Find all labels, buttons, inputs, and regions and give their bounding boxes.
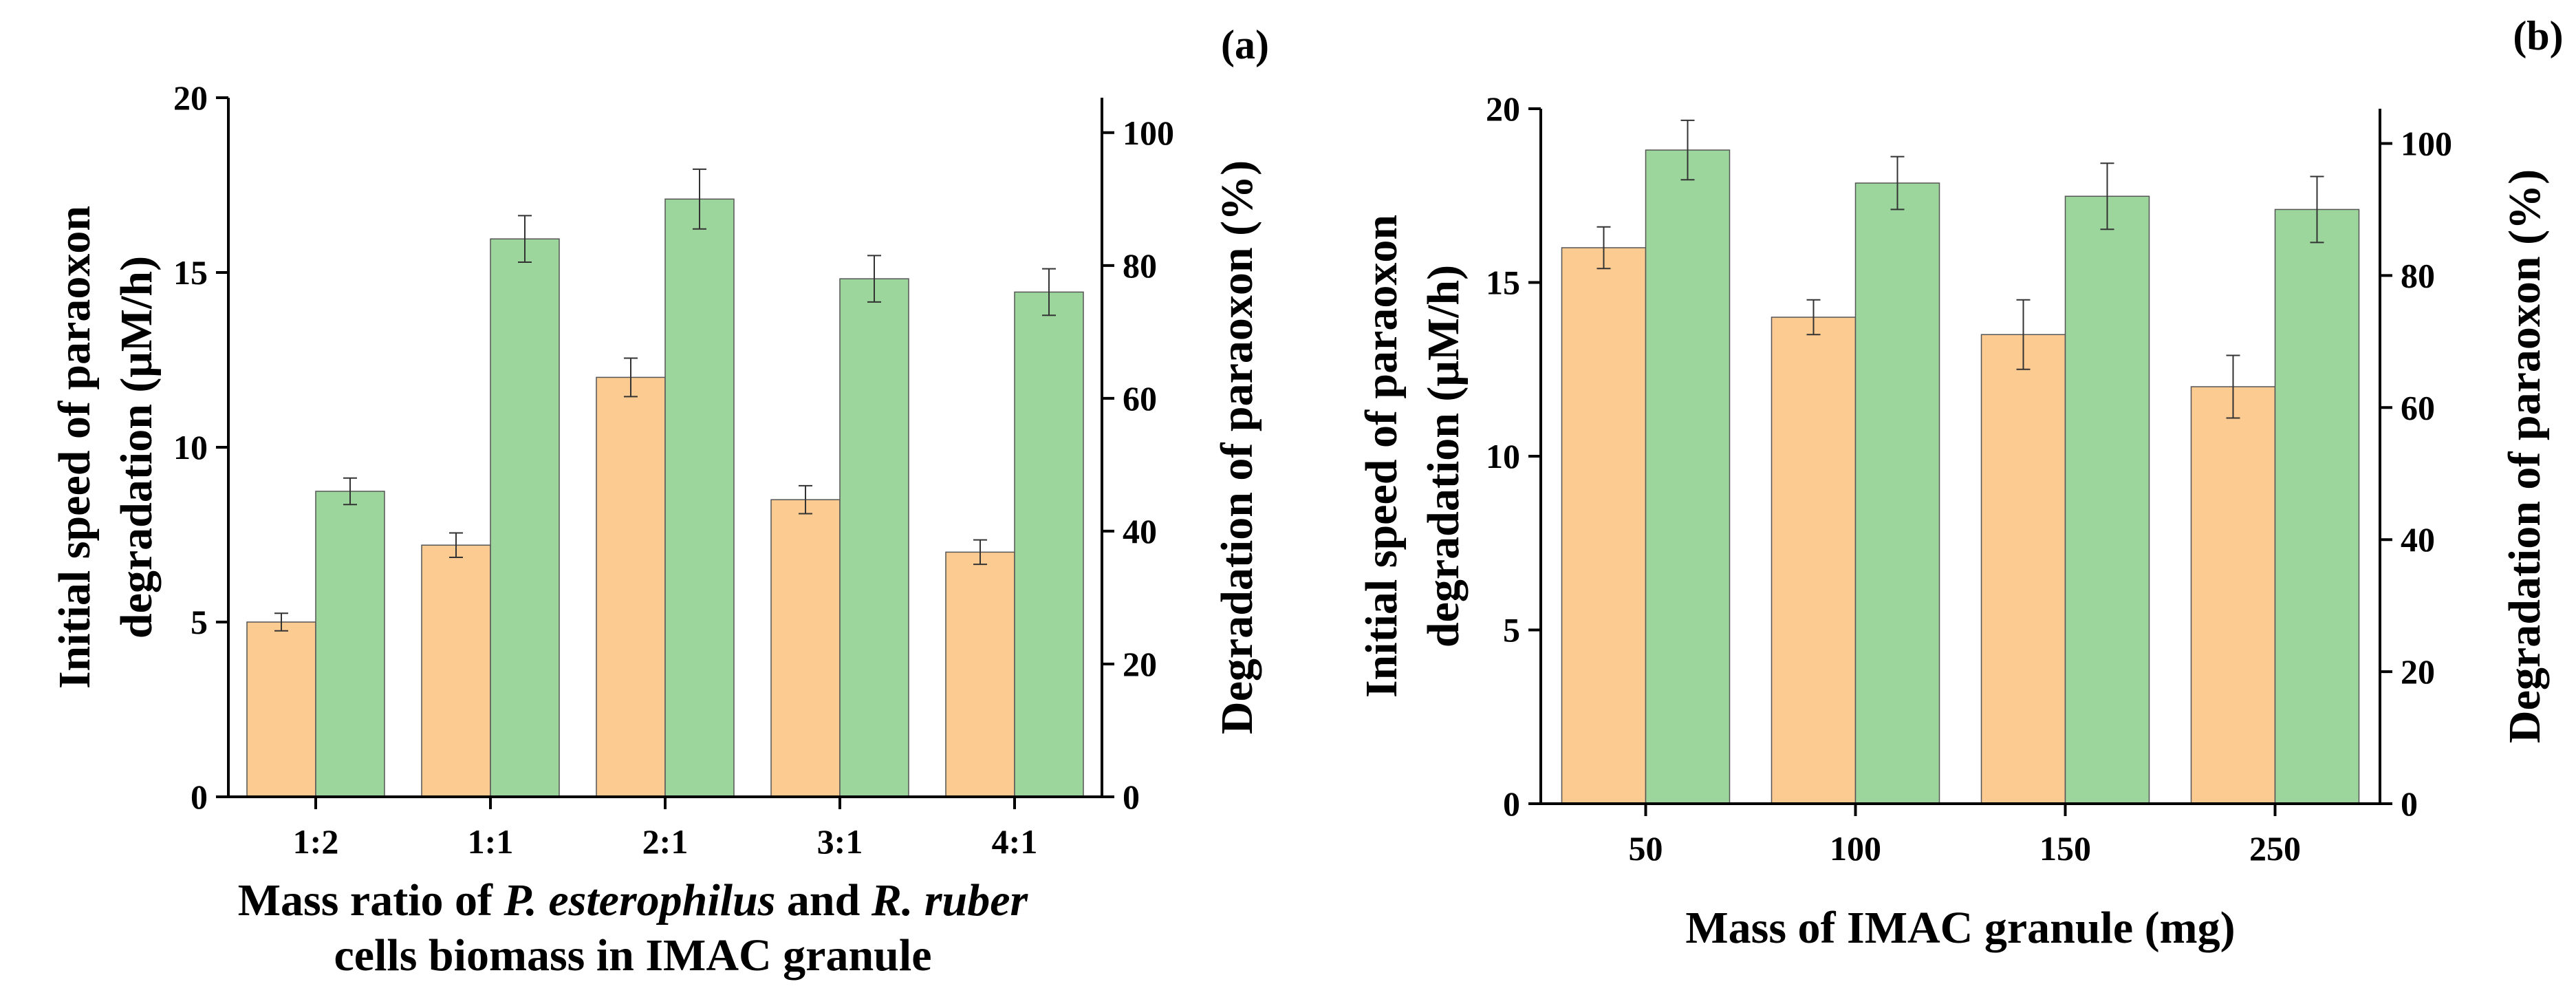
panel-b: 0 5 10 15 20 0 20 40 60 80 100 50 100 150 250 Initial s… [1356,13,2564,953]
left-y-axis-title-line2: degradation (μM/h) [1418,265,1469,648]
speed-bar-50 [1561,247,1647,804]
speed-bar-1:2 [246,621,316,798]
speed-error-bar-100 [1806,299,1821,336]
left-tick-label: 5 [1503,611,1520,650]
speed-bar-100 [1771,317,1857,804]
panel-label: (b) [2513,13,2563,58]
speed-bar-2:1 [596,376,666,798]
degradation-bar-250 [2274,208,2360,804]
x-tick-label-50: 50 [1629,829,1663,868]
degradation-error-bar-2:1 [693,168,706,230]
speed-error-bar-50 [1597,226,1611,270]
left-tick-label: 20 [173,78,208,117]
right-y-axis-title: Degradation of paraoxon (%) [1212,160,1262,734]
left-y-axis-title: Initial speed of paraoxon degradation (μM… [50,206,162,689]
x-tick-label-4:1: 4:1 [992,822,1038,861]
right-tick-label: 80 [1123,246,1157,285]
right-tick-label: 20 [2401,652,2435,691]
right-tick-label: 40 [1123,512,1157,550]
degradation-error-bar-250 [2310,175,2324,244]
left-y-axis-title: Initial speed of paraoxon degradation (μM… [1356,215,1469,698]
right-tick-label: 100 [2401,124,2452,162]
x-tick-label-100: 100 [1830,829,1881,868]
speed-error-bar-4:1 [973,539,987,566]
degradation-error-bar-1:2 [343,477,357,506]
speed-error-bar-1:2 [274,612,288,632]
right-tick-label: 80 [2401,256,2435,295]
left-tick-label: 15 [173,253,208,292]
x-axis-title-line2: cells biomass in IMAC granule [334,930,931,981]
left-tick-label: 5 [191,603,208,641]
degradation-error-bar-4:1 [1042,268,1056,317]
degradation-error-bar-50 [1680,119,1695,181]
left-tick-label: 15 [1486,264,1520,302]
x-tick-label-1:2: 1:2 [293,822,339,861]
left-y-axis-title-line2: degradation (μM/h) [111,256,162,639]
panel-label: (a) [1221,22,1269,67]
x-axis-title-segment: and [775,875,871,925]
left-tick-label: 0 [1503,784,1520,823]
degradation-bar-2:1 [664,198,735,798]
degradation-error-bar-3:1 [867,255,881,303]
speed-bar-250 [2190,386,2276,804]
x-axis-title-segment: Mass ratio of [238,875,504,925]
left-y-axis-title-line1: Initial speed of paraoxon [1356,215,1407,698]
right-tick-label: 20 [1123,645,1157,683]
right-tick-label: 60 [1123,379,1157,418]
right-tick-label: 0 [2401,784,2418,823]
speed-error-bar-250 [2226,354,2240,419]
x-tick-label-2:1: 2:1 [642,822,689,861]
left-tick-label: 0 [191,778,208,816]
left-tick-label: 10 [173,428,208,467]
x-axis-title-segment: Mass of IMAC granule (mg) [1685,903,2235,953]
right-tick-label: 100 [1123,114,1174,152]
left-tick-label: 20 [1486,89,1520,128]
right-y-axis-title: Degradation of paraoxon (%) [2500,169,2550,743]
x-axis-title-segment: P. esterophilus [504,875,776,925]
degradation-error-bar-1:1 [518,215,532,263]
speed-bar-1:1 [421,544,491,798]
degradation-bar-4:1 [1014,291,1084,798]
speed-error-bar-3:1 [799,484,812,515]
panel-a: 0 5 10 15 20 0 20 40 60 80 100 1:2 1:1 2:1 3:1 4:1 Initi… [50,22,1269,981]
degradation-error-bar-150 [2100,162,2114,231]
x-axis-title-segment: R. ruber [871,875,1029,925]
degradation-bar-150 [2064,195,2150,804]
degradation-bar-100 [1854,182,1940,804]
speed-bar-150 [1980,334,2066,804]
right-tick-label: 60 [2401,388,2435,427]
left-tick-label: 10 [1486,437,1520,475]
degradation-bar-1:2 [315,491,385,798]
left-y-axis-title-line1: Initial speed of paraoxon [50,206,100,689]
speed-error-bar-1:1 [449,532,463,559]
speed-bar-4:1 [945,551,1015,798]
speed-error-bar-150 [2016,299,2031,370]
degradation-bar-50 [1645,149,1731,804]
speed-error-bar-2:1 [624,357,638,398]
right-tick-label: 40 [2401,520,2435,559]
x-tick-label-150: 150 [2039,829,2091,868]
degradation-bar-3:1 [839,278,909,798]
right-tick-label: 0 [1123,778,1140,816]
x-axis-title-line1: Mass ratio of P. esterophilus and R. rub… [238,875,1029,925]
x-tick-label-3:1: 3:1 [817,822,863,861]
x-tick-label-250: 250 [2249,829,2301,868]
degradation-error-bar-100 [1890,156,1905,211]
speed-bar-3:1 [770,499,841,798]
degradation-bar-1:1 [490,238,560,798]
x-axis-title-line1: Mass of IMAC granule (mg) [1685,903,2235,953]
x-tick-label-1:1: 1:1 [468,822,514,861]
